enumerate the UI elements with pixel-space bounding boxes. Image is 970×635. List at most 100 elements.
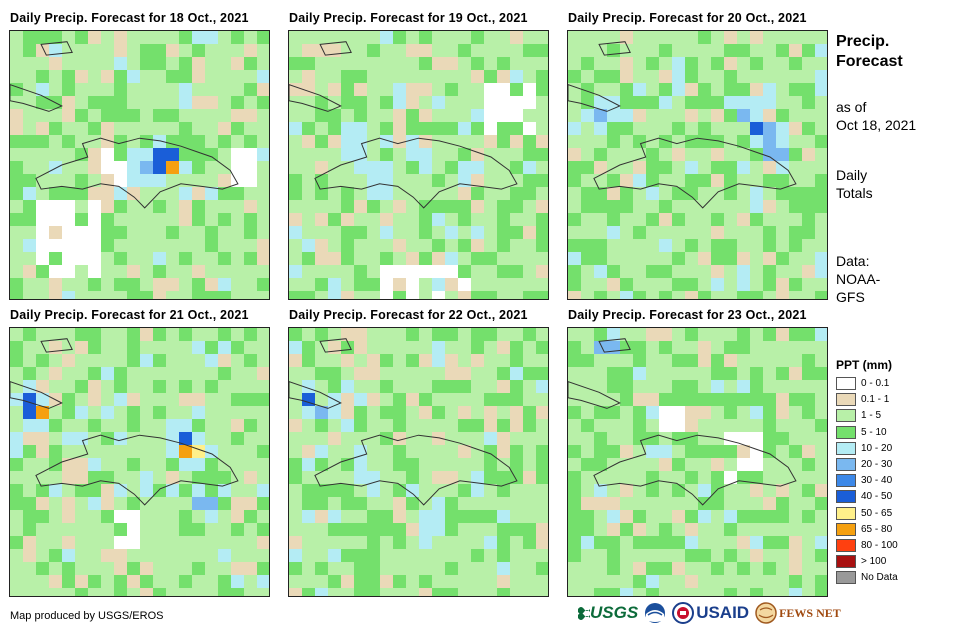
- fewsnet-logo: FEWS NET: [755, 602, 841, 624]
- as-of-value: Oct 18, 2021: [836, 117, 917, 133]
- legend-label: 65 - 80: [861, 523, 893, 535]
- legend-label: 50 - 65: [861, 507, 893, 519]
- precip-map: [567, 327, 828, 597]
- legend-swatch: [836, 555, 856, 569]
- hispaniola-outline: [593, 434, 797, 506]
- precip-grid: [568, 31, 827, 299]
- as-of-date: as of Oct 18, 2021: [836, 98, 916, 134]
- coastline-outline: [40, 338, 73, 353]
- precip-map: [288, 30, 549, 300]
- usgs-logo: USGS: [578, 603, 638, 623]
- legend-swatch: [836, 571, 856, 585]
- hispaniola-outline: [593, 137, 797, 209]
- coastline-outline: [10, 381, 63, 409]
- totals-line1: Daily: [836, 167, 868, 183]
- noaa-logo: [644, 602, 666, 624]
- coastline-outline: [319, 338, 352, 353]
- legend-swatch: [836, 409, 856, 423]
- panel-title: Daily Precip. Forecast for 20 Oct., 2021: [568, 11, 807, 25]
- precip-map: [9, 327, 270, 597]
- data-source-line1: Data:: [836, 253, 870, 269]
- hispaniola-outline: [35, 434, 239, 506]
- legend-label: 40 - 50: [861, 491, 893, 503]
- coastline-outline: [319, 41, 352, 56]
- legend-item: 5 - 10: [836, 425, 887, 440]
- coastline-outline: [568, 381, 621, 409]
- legend-swatch: [836, 474, 856, 488]
- coastline-outline: [289, 84, 342, 112]
- data-source-line2: NOAA-: [836, 271, 881, 287]
- legend-label: 5 - 10: [861, 426, 887, 438]
- totals-label: Daily Totals: [836, 166, 873, 202]
- sidebar-title: Precip. Forecast: [836, 32, 903, 72]
- legend-label: > 100: [861, 556, 887, 568]
- as-of-label: as of: [836, 99, 867, 115]
- panel-title: Daily Precip. Forecast for 19 Oct., 2021: [289, 11, 528, 25]
- panel-title: Daily Precip. Forecast for 18 Oct., 2021: [10, 11, 249, 25]
- legend-swatch: [836, 425, 856, 439]
- precip-grid: [10, 31, 269, 299]
- map-credit: Map produced by USGS/EROS: [10, 610, 164, 622]
- legend-label: 0.1 - 1: [861, 394, 890, 406]
- hispaniola-outline: [35, 137, 239, 209]
- panel-title: Daily Precip. Forecast for 23 Oct., 2021: [568, 308, 807, 322]
- legend-swatch: [836, 458, 856, 471]
- legend-item: 40 - 50: [836, 489, 892, 504]
- legend-item: 80 - 100: [836, 538, 898, 553]
- legend-swatch: [836, 506, 856, 520]
- legend-item: 10 - 20: [836, 441, 892, 456]
- legend-label: 10 - 20: [861, 442, 893, 454]
- legend-label: No Data: [861, 572, 898, 584]
- legend-label: 1 - 5: [861, 410, 882, 422]
- coastline-outline: [289, 381, 342, 409]
- precip-grid: [10, 328, 269, 596]
- logo-row: USGS USAID FEWS NET: [578, 602, 847, 624]
- precip-map: [567, 30, 828, 300]
- data-source: Data: NOAA- GFS: [836, 252, 880, 306]
- legend-swatch: [836, 539, 856, 552]
- legend-item: 30 - 40: [836, 473, 892, 488]
- sidebar-title-line2: Forecast: [836, 53, 903, 70]
- hispaniola-outline: [314, 137, 518, 209]
- panel-title: Daily Precip. Forecast for 21 Oct., 2021: [10, 308, 249, 322]
- legend-item: 65 - 80: [836, 522, 892, 537]
- legend-swatch: [836, 490, 856, 504]
- fewsnet-logo-text: FEWS NET: [779, 605, 841, 620]
- legend-swatch: [836, 377, 856, 390]
- coastline-outline: [598, 41, 631, 56]
- precip-map: [9, 30, 270, 300]
- coastline-outline: [10, 84, 63, 112]
- fewsnet-globe-icon: [755, 602, 777, 624]
- legend-label: 20 - 30: [861, 459, 893, 470]
- usaid-seal-icon: [672, 602, 695, 624]
- legend-label: 80 - 100: [861, 540, 898, 551]
- hispaniola-outline: [314, 434, 518, 506]
- legend-swatch: [836, 522, 856, 536]
- legend-item: > 100: [836, 554, 886, 569]
- sidebar-title-line1: Precip.: [836, 33, 890, 50]
- legend-item: 20 - 30: [836, 457, 892, 472]
- legend-swatch: [836, 393, 856, 407]
- usaid-logo: USAID: [672, 602, 749, 624]
- legend-item: 50 - 65: [836, 506, 892, 521]
- legend-item: No Data: [836, 570, 898, 585]
- usgs-wave-icon: [578, 607, 590, 620]
- coastline-outline: [568, 84, 621, 112]
- legend-item: 0 - 0.1: [836, 376, 889, 391]
- precip-grid: [289, 31, 548, 299]
- legend-item: 0.1 - 1: [836, 392, 889, 407]
- legend-label: 0 - 0.1: [861, 378, 890, 389]
- precip-grid: [568, 328, 827, 596]
- usgs-logo-text: USGS: [590, 603, 639, 622]
- totals-line2: Totals: [836, 185, 873, 201]
- legend-item: 1 - 5: [836, 408, 881, 423]
- panel-title: Daily Precip. Forecast for 22 Oct., 2021: [289, 308, 528, 322]
- data-source-line3: GFS: [836, 289, 865, 305]
- precip-grid: [289, 328, 548, 596]
- legend-title: PPT (mm): [836, 358, 893, 372]
- noaa-emblem-icon: [645, 603, 666, 623]
- coastline-outline: [598, 338, 631, 353]
- legend-swatch: [836, 441, 856, 455]
- usaid-logo-text: USAID: [696, 603, 750, 622]
- coastline-outline: [40, 41, 73, 56]
